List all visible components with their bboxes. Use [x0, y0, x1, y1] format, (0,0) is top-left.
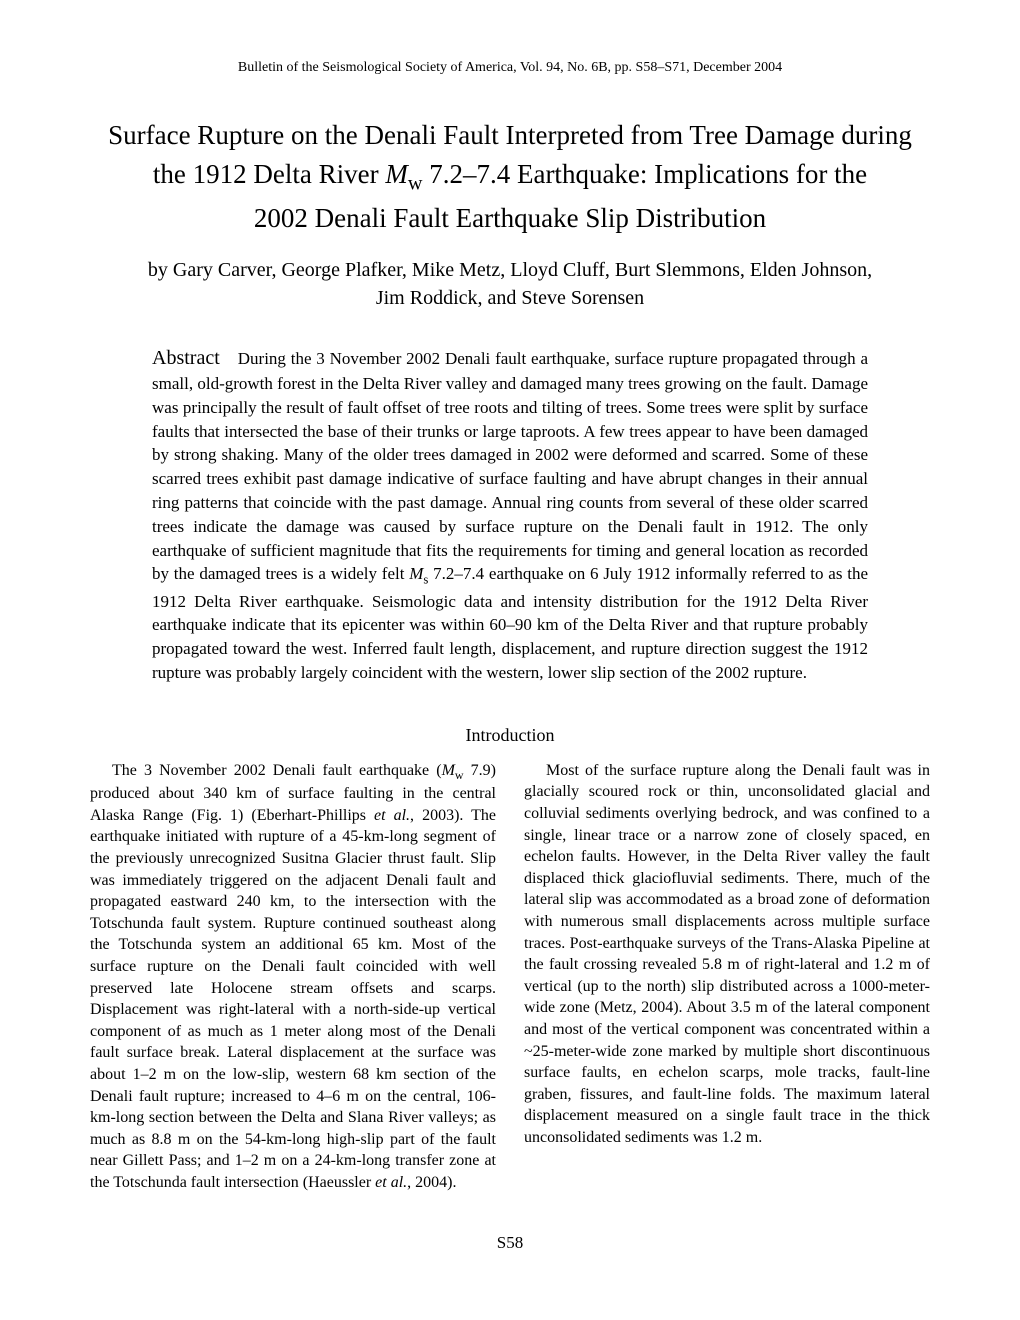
- left-column: The 3 November 2002 Denali fault earthqu…: [90, 760, 496, 1194]
- abstract-label: Abstract: [152, 347, 220, 369]
- title-line-1: Surface Rupture on the Denali Fault Inte…: [108, 120, 912, 150]
- authors-line-2: Jim Roddick, and Steve Sorensen: [376, 287, 644, 309]
- abstract-text-1: During the 3 November 2002 Denali fault …: [152, 349, 868, 583]
- p1-etal-2: et al.: [375, 1174, 407, 1191]
- title-line2-post: 7.2–7.4 Earthquake: Implications for the: [422, 159, 867, 189]
- right-column: Most of the surface rupture along the De…: [524, 760, 930, 1194]
- article-title: Surface Rupture on the Denali Fault Inte…: [90, 116, 930, 238]
- authors-line-1: by Gary Carver, George Plafker, Mike Met…: [148, 259, 872, 281]
- abstract-ms-var: M: [409, 564, 423, 583]
- p1-end: , 2004).: [407, 1174, 456, 1191]
- title-line-2: the 1912 Delta River Mw 7.2–7.4 Earthqua…: [153, 159, 867, 189]
- title-mw-sub: w: [408, 173, 423, 195]
- section-heading-introduction: Introduction: [90, 725, 930, 746]
- title-line-3: 2002 Denali Fault Earthquake Slip Distri…: [254, 203, 766, 233]
- p1-pre: The 3 November 2002 Denali fault earthqu…: [112, 762, 442, 779]
- page-number: S58: [90, 1233, 930, 1253]
- two-column-body: The 3 November 2002 Denali fault earthqu…: [90, 760, 930, 1194]
- intro-paragraph-1: The 3 November 2002 Denali fault earthqu…: [90, 760, 496, 1194]
- p1-etal-1: et al.: [374, 807, 410, 824]
- title-mw-var: M: [385, 159, 408, 189]
- title-line2-pre: the 1912 Delta River: [153, 159, 385, 189]
- intro-paragraph-2: Most of the surface rupture along the De…: [524, 760, 930, 1149]
- p1-mw-sub: w: [455, 768, 464, 782]
- authors-block: by Gary Carver, George Plafker, Mike Met…: [90, 256, 930, 312]
- page-container: Bulletin of the Seismological Society of…: [0, 0, 1020, 1293]
- journal-header: Bulletin of the Seismological Society of…: [90, 60, 930, 76]
- p1-mw-var: M: [442, 762, 455, 779]
- p1-post2: , 2003). The earthquake initiated with r…: [90, 807, 496, 1191]
- abstract-block: AbstractDuring the 3 November 2002 Denal…: [152, 344, 868, 685]
